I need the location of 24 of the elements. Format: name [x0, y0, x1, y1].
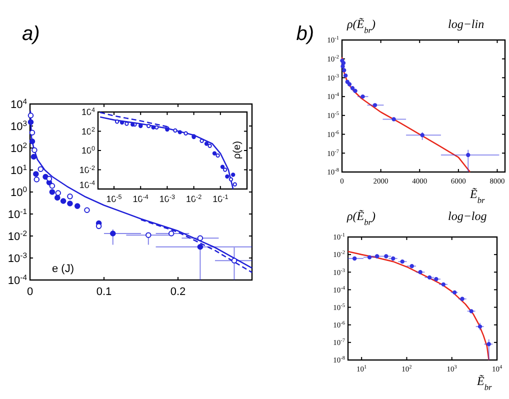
- y-tick-label: 10$^{0}$: [81, 145, 96, 156]
- text: log−lin: [448, 17, 484, 31]
- y-tick-label: 10$^{-4}$: [8, 272, 28, 287]
- chart-title: b): [296, 23, 314, 45]
- x-axis-title: e (J): [52, 263, 74, 275]
- y-axis-title: ρ(e): [232, 141, 243, 159]
- chart-title: a): [22, 23, 40, 45]
- y-tick-label: 10$^{-1}$: [8, 206, 27, 221]
- x-tick-label: 0.2: [170, 286, 186, 298]
- x-tick-label: 10$^{-4}$: [132, 194, 149, 204]
- x-tick-label: 0.1: [96, 286, 112, 298]
- y-tick-label: 10$^{-3}$: [8, 250, 27, 265]
- x-axis-title: Ẽ$_{br}$: [476, 374, 493, 392]
- y-tick-label: 10$^{3}$: [10, 118, 27, 133]
- y-tick-label: 10$^{2}$: [10, 140, 27, 155]
- text: log−log: [448, 209, 487, 223]
- y-axis-title: ρ(Ẽ$_{br}$): [346, 209, 376, 226]
- y-tick-label: 10$^{0}$: [10, 184, 27, 199]
- x-tick-label: 0: [26, 286, 34, 298]
- x-tick-label: 10$^{-5}$: [106, 194, 122, 204]
- x-axis-title: Ẽ$_{br}$: [469, 187, 486, 204]
- y-tick-label: 10$^{-2}$: [8, 228, 27, 243]
- y-axis-title: ρ(Ẽ$_{br}$): [346, 17, 376, 34]
- y-tick-label: 10$^{4}$: [10, 96, 28, 111]
